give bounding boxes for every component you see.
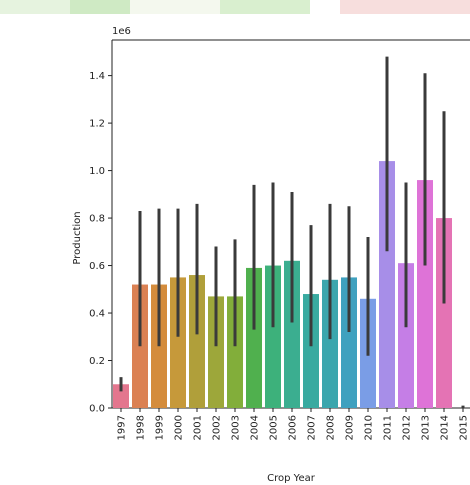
bar-2007 <box>303 294 319 408</box>
y-axis-title: Production <box>72 211 83 264</box>
bar-2014 <box>436 218 452 408</box>
x-tick-label: 2002 <box>212 415 223 440</box>
bar-2012 <box>398 263 414 408</box>
x-tick-label: 2013 <box>421 415 432 440</box>
error-bars-group <box>119 56 465 408</box>
x-tick-label: 2012 <box>402 415 413 440</box>
y-tick-label: 1.4 <box>89 71 105 82</box>
bar-2001 <box>189 275 205 408</box>
bar-1997 <box>113 384 129 408</box>
bar-2006 <box>284 260 300 408</box>
bar-2009 <box>341 277 357 408</box>
y-tick-label: 0.0 <box>89 404 105 415</box>
x-tick-label: 2015 <box>459 415 470 440</box>
bar-2005 <box>265 265 281 408</box>
x-tick-label: 2003 <box>231 415 242 440</box>
x-tick-label: 2009 <box>345 415 356 440</box>
x-tick-label: 1997 <box>117 415 128 440</box>
bar-2002 <box>208 296 224 408</box>
bar-2003 <box>227 296 243 408</box>
background-strip <box>0 0 470 14</box>
x-axis-title: Crop Year <box>267 473 316 484</box>
x-tick-label: 2014 <box>440 415 451 440</box>
x-tick-label: 2008 <box>326 415 337 440</box>
x-tick-label: 2007 <box>307 415 318 440</box>
y-offset-label: 1e6 <box>112 26 131 37</box>
y-tick-label: 0.8 <box>89 214 105 225</box>
y-tick-label: 1.2 <box>89 119 105 130</box>
x-axis: 1997 1998 1999 2000 2001 2002 2003 2004 2005 2006… <box>117 408 470 440</box>
x-tick-label: 1998 <box>136 415 147 440</box>
bar-2008 <box>322 279 338 408</box>
bars-group <box>113 161 452 408</box>
x-tick-label: 2005 <box>269 415 280 440</box>
bar-2011 <box>379 161 395 408</box>
y-tick-label: 0.6 <box>89 261 105 272</box>
x-tick-label: 2011 <box>383 415 394 440</box>
x-tick-label: 2010 <box>364 415 375 440</box>
x-tick-label: 1999 <box>155 415 166 440</box>
bar-2013 <box>417 180 433 408</box>
x-tick-label: 2006 <box>288 415 299 440</box>
y-axis: 0.0 0.2 0.4 0.6 0.8 1.0 1.2 1.4 <box>89 71 112 415</box>
bar-2000 <box>170 277 186 408</box>
x-tick-label: 2004 <box>250 415 261 440</box>
x-tick-label: 2000 <box>174 415 185 440</box>
x-tick-label: 2001 <box>193 415 204 440</box>
y-tick-label: 0.2 <box>89 356 105 367</box>
bar-2004 <box>246 267 262 408</box>
y-tick-label: 0.4 <box>89 309 105 320</box>
y-tick-label: 1.0 <box>89 166 105 177</box>
